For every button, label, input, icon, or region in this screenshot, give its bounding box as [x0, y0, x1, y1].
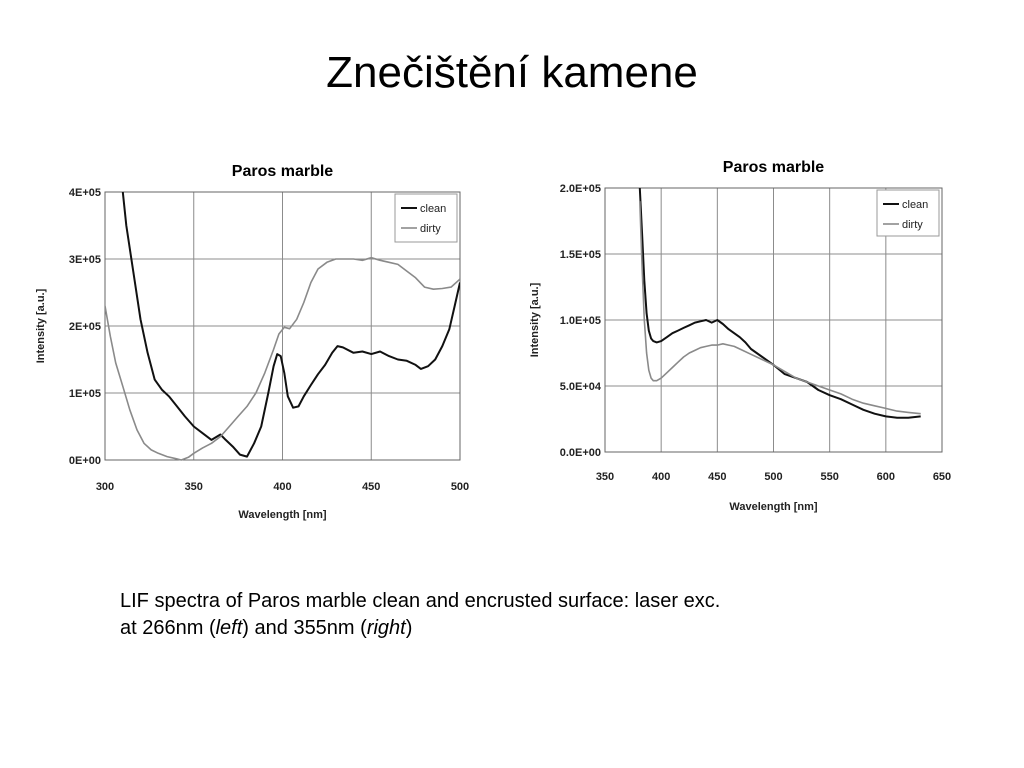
- chart-0-x-tick-label: 500: [451, 481, 469, 493]
- chart-1-y-tick-label: 1.0E+05: [560, 315, 601, 327]
- caption-line-2-prefix: at 266nm (: [120, 617, 216, 639]
- slide-title: Znečištění kamene: [326, 48, 698, 97]
- caption-line-1: LIF spectra of Paros marble clean and en…: [120, 590, 721, 612]
- chart-0-y-tick-label: 2E+05: [69, 321, 101, 333]
- chart-1-y-tick-label: 5.0E+04: [560, 381, 602, 393]
- chart-1-x-tick-label: 550: [820, 471, 838, 483]
- chart-1-y-axis-label: Intensity [a.u.]: [529, 282, 541, 357]
- chart-1-y-tick-label: 0.0E+00: [560, 447, 601, 459]
- chart-1-x-tick-label: 600: [877, 471, 895, 483]
- chart-0-y-axis-label: Intensity [a.u.]: [35, 288, 47, 363]
- chart-1-legend-box: [876, 189, 940, 237]
- chart-0-series-line-dirty: [105, 256, 460, 461]
- chart-left-svg: Paros marble 300 350 400 450 500 0E+00 1E+05 2E+…: [35, 163, 469, 521]
- chart-0-series-line-clean: [121, 191, 460, 458]
- chart-1-legend-label-dirty: dirty: [902, 219, 923, 231]
- chart-0-x-tick-label: 350: [185, 481, 203, 493]
- caption-left-word: left: [215, 617, 243, 639]
- caption-line-2-suffix: ): [405, 617, 413, 639]
- chart-1-y-tick-label: 1.5E+05: [560, 249, 601, 261]
- chart-left-266nm: Paros marble 300 350 400 450 500 0E+00 1E+05 2E+…: [30, 150, 480, 530]
- chart-1-series-line-clean: [638, 187, 921, 419]
- chart-1-x-tick-label: 500: [764, 471, 782, 483]
- chart-1-legend-label-clean: clean: [902, 199, 928, 211]
- chart-1-title: Paros marble: [723, 159, 824, 176]
- chart-1-x-tick-label: 650: [933, 471, 951, 483]
- chart-1-series-line-dirty: [639, 201, 921, 415]
- chart-0-title: Paros marble: [232, 163, 333, 180]
- chart-1-y-tick-label: 2.0E+05: [560, 183, 601, 195]
- chart-1-x-tick-label: 350: [596, 471, 614, 483]
- chart-0-y-tick-label: 0E+00: [69, 455, 101, 467]
- chart-0-legend-label-clean: clean: [420, 203, 446, 215]
- chart-1-plot-frame: [604, 187, 943, 453]
- chart-0-y-tick-label: 4E+05: [69, 187, 101, 199]
- chart-0-plot-frame: [104, 191, 461, 461]
- caption-right-word: right: [366, 617, 406, 639]
- chart-1-x-tick-label: 450: [708, 471, 726, 483]
- chart-right-svg: Paros marble 350 400 450 500 550 600 650 0.0E+00…: [529, 159, 951, 513]
- caption-line-2-mid: ) and 355nm (: [242, 617, 367, 639]
- chart-0-x-tick-label: 400: [273, 481, 291, 493]
- chart-0-x-tick-label: 450: [362, 481, 380, 493]
- chart-0-y-tick-label: 1E+05: [69, 388, 101, 400]
- chart-1-x-tick-label: 400: [652, 471, 670, 483]
- chart-0-legend-box: [394, 193, 458, 243]
- chart-1-x-axis-label: Wavelength [nm]: [729, 501, 818, 513]
- chart-0-legend-label-dirty: dirty: [420, 223, 441, 235]
- caption-line-2: at 266nm (left) and 355nm (right): [120, 615, 920, 642]
- figure-caption: LIF spectra of Paros marble clean and en…: [120, 588, 920, 642]
- chart-0-x-tick-label: 300: [96, 481, 114, 493]
- chart-0-y-tick-label: 3E+05: [69, 254, 101, 266]
- chart-right-355nm: Paros marble 350 400 450 500 550 600 650 0.0E+00…: [520, 148, 960, 518]
- chart-0-x-axis-label: Wavelength [nm]: [238, 509, 327, 521]
